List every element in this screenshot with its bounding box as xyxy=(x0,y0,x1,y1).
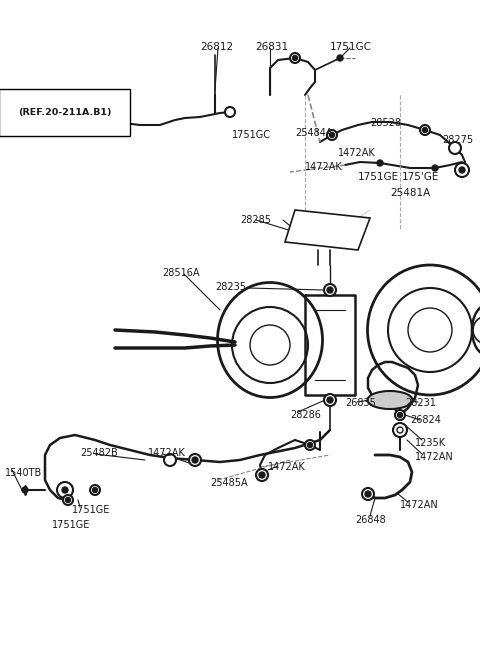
Circle shape xyxy=(397,413,403,417)
Text: 28285: 28285 xyxy=(240,215,271,225)
Circle shape xyxy=(420,125,430,135)
Circle shape xyxy=(422,127,428,133)
Text: 26835: 26835 xyxy=(345,398,376,408)
Ellipse shape xyxy=(368,391,412,409)
Text: 1472AK: 1472AK xyxy=(148,448,186,458)
Circle shape xyxy=(324,284,336,296)
Text: 1751GC: 1751GC xyxy=(232,130,271,140)
Text: 25485A: 25485A xyxy=(210,478,248,488)
Circle shape xyxy=(90,485,100,495)
Circle shape xyxy=(22,487,28,493)
Text: 25484A: 25484A xyxy=(295,128,333,138)
Text: 26812: 26812 xyxy=(200,42,233,52)
Circle shape xyxy=(63,495,73,505)
Circle shape xyxy=(57,482,73,498)
Text: 1751GC: 1751GC xyxy=(330,42,372,52)
Text: 26848: 26848 xyxy=(355,515,386,525)
Circle shape xyxy=(164,454,176,466)
Text: 28528: 28528 xyxy=(370,118,401,128)
Circle shape xyxy=(292,55,298,60)
Circle shape xyxy=(308,443,312,447)
Circle shape xyxy=(377,160,383,166)
Circle shape xyxy=(93,487,97,493)
Circle shape xyxy=(337,55,343,61)
Circle shape xyxy=(397,427,403,433)
Circle shape xyxy=(455,163,469,177)
Text: 28231: 28231 xyxy=(405,398,436,408)
Text: 1751GE: 1751GE xyxy=(52,520,90,530)
Text: 1751GE: 1751GE xyxy=(72,505,110,515)
Polygon shape xyxy=(285,210,370,250)
Circle shape xyxy=(225,107,235,117)
Circle shape xyxy=(290,53,300,63)
Circle shape xyxy=(259,472,265,478)
Circle shape xyxy=(62,487,68,493)
Text: 1751GE: 1751GE xyxy=(358,172,399,182)
Text: 28286: 28286 xyxy=(290,410,321,420)
Text: 1540TB: 1540TB xyxy=(5,468,42,478)
Text: 28235: 28235 xyxy=(215,282,246,292)
Circle shape xyxy=(365,491,371,497)
Text: 1472AK: 1472AK xyxy=(268,462,306,472)
Text: 28275: 28275 xyxy=(442,135,473,145)
Circle shape xyxy=(25,109,31,115)
Circle shape xyxy=(432,165,438,171)
Text: 1235K: 1235K xyxy=(415,438,446,448)
Text: 28516A: 28516A xyxy=(162,268,200,278)
Circle shape xyxy=(362,488,374,500)
Text: 25481A: 25481A xyxy=(390,188,430,198)
Circle shape xyxy=(329,133,335,137)
Text: 1472AN: 1472AN xyxy=(415,452,454,462)
Text: 25482B: 25482B xyxy=(80,448,118,458)
Text: 175'GE: 175'GE xyxy=(402,172,439,182)
Circle shape xyxy=(324,394,336,406)
Text: 1472AK: 1472AK xyxy=(305,162,343,172)
Text: 26824: 26824 xyxy=(410,415,441,425)
Text: (REF.20-211A.B1): (REF.20-211A.B1) xyxy=(18,108,111,117)
Circle shape xyxy=(65,497,71,503)
Text: 26831: 26831 xyxy=(255,42,288,52)
Circle shape xyxy=(395,410,405,420)
Circle shape xyxy=(393,423,407,437)
Text: 1472AK: 1472AK xyxy=(338,148,376,158)
Circle shape xyxy=(189,454,201,466)
Circle shape xyxy=(327,287,333,293)
Circle shape xyxy=(459,167,465,173)
Circle shape xyxy=(449,142,461,154)
Circle shape xyxy=(327,130,337,140)
Circle shape xyxy=(21,105,35,119)
Circle shape xyxy=(305,440,315,450)
Circle shape xyxy=(327,397,333,403)
Circle shape xyxy=(256,469,268,481)
Circle shape xyxy=(192,457,198,463)
Text: 1472AN: 1472AN xyxy=(400,500,439,510)
